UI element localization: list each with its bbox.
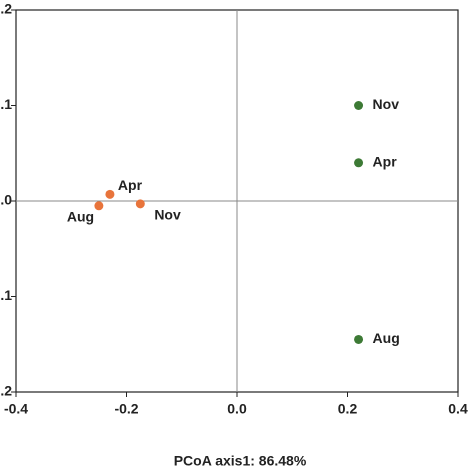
y-tick-label: 0.1 (0, 96, 12, 112)
point (354, 334, 364, 344)
x-tick-label: -0.4 (4, 401, 28, 417)
point-label: Nov (154, 207, 181, 223)
point-label: Apr (118, 177, 143, 193)
point (135, 199, 145, 209)
point-label: Apr (373, 154, 398, 170)
point (354, 158, 364, 168)
point-label: Aug (373, 330, 400, 346)
x-tick-label: 0.2 (338, 401, 358, 417)
y-tick-label: -0.2 (0, 383, 12, 399)
x-tick-label: 0.0 (227, 401, 247, 417)
x-axis-title: PCoA axis1: 86.48% (174, 453, 307, 469)
point (105, 189, 115, 199)
x-tick-label: 0.4 (448, 401, 468, 417)
point-label: Aug (67, 208, 94, 224)
point (94, 201, 104, 211)
y-tick-label: 0.0 (0, 192, 12, 208)
point-label: Nov (373, 96, 400, 112)
y-tick-label: 0.2 (0, 1, 12, 17)
x-tick-label: -0.2 (114, 401, 138, 417)
point (354, 101, 364, 110)
y-tick-label: -0.1 (0, 287, 12, 303)
